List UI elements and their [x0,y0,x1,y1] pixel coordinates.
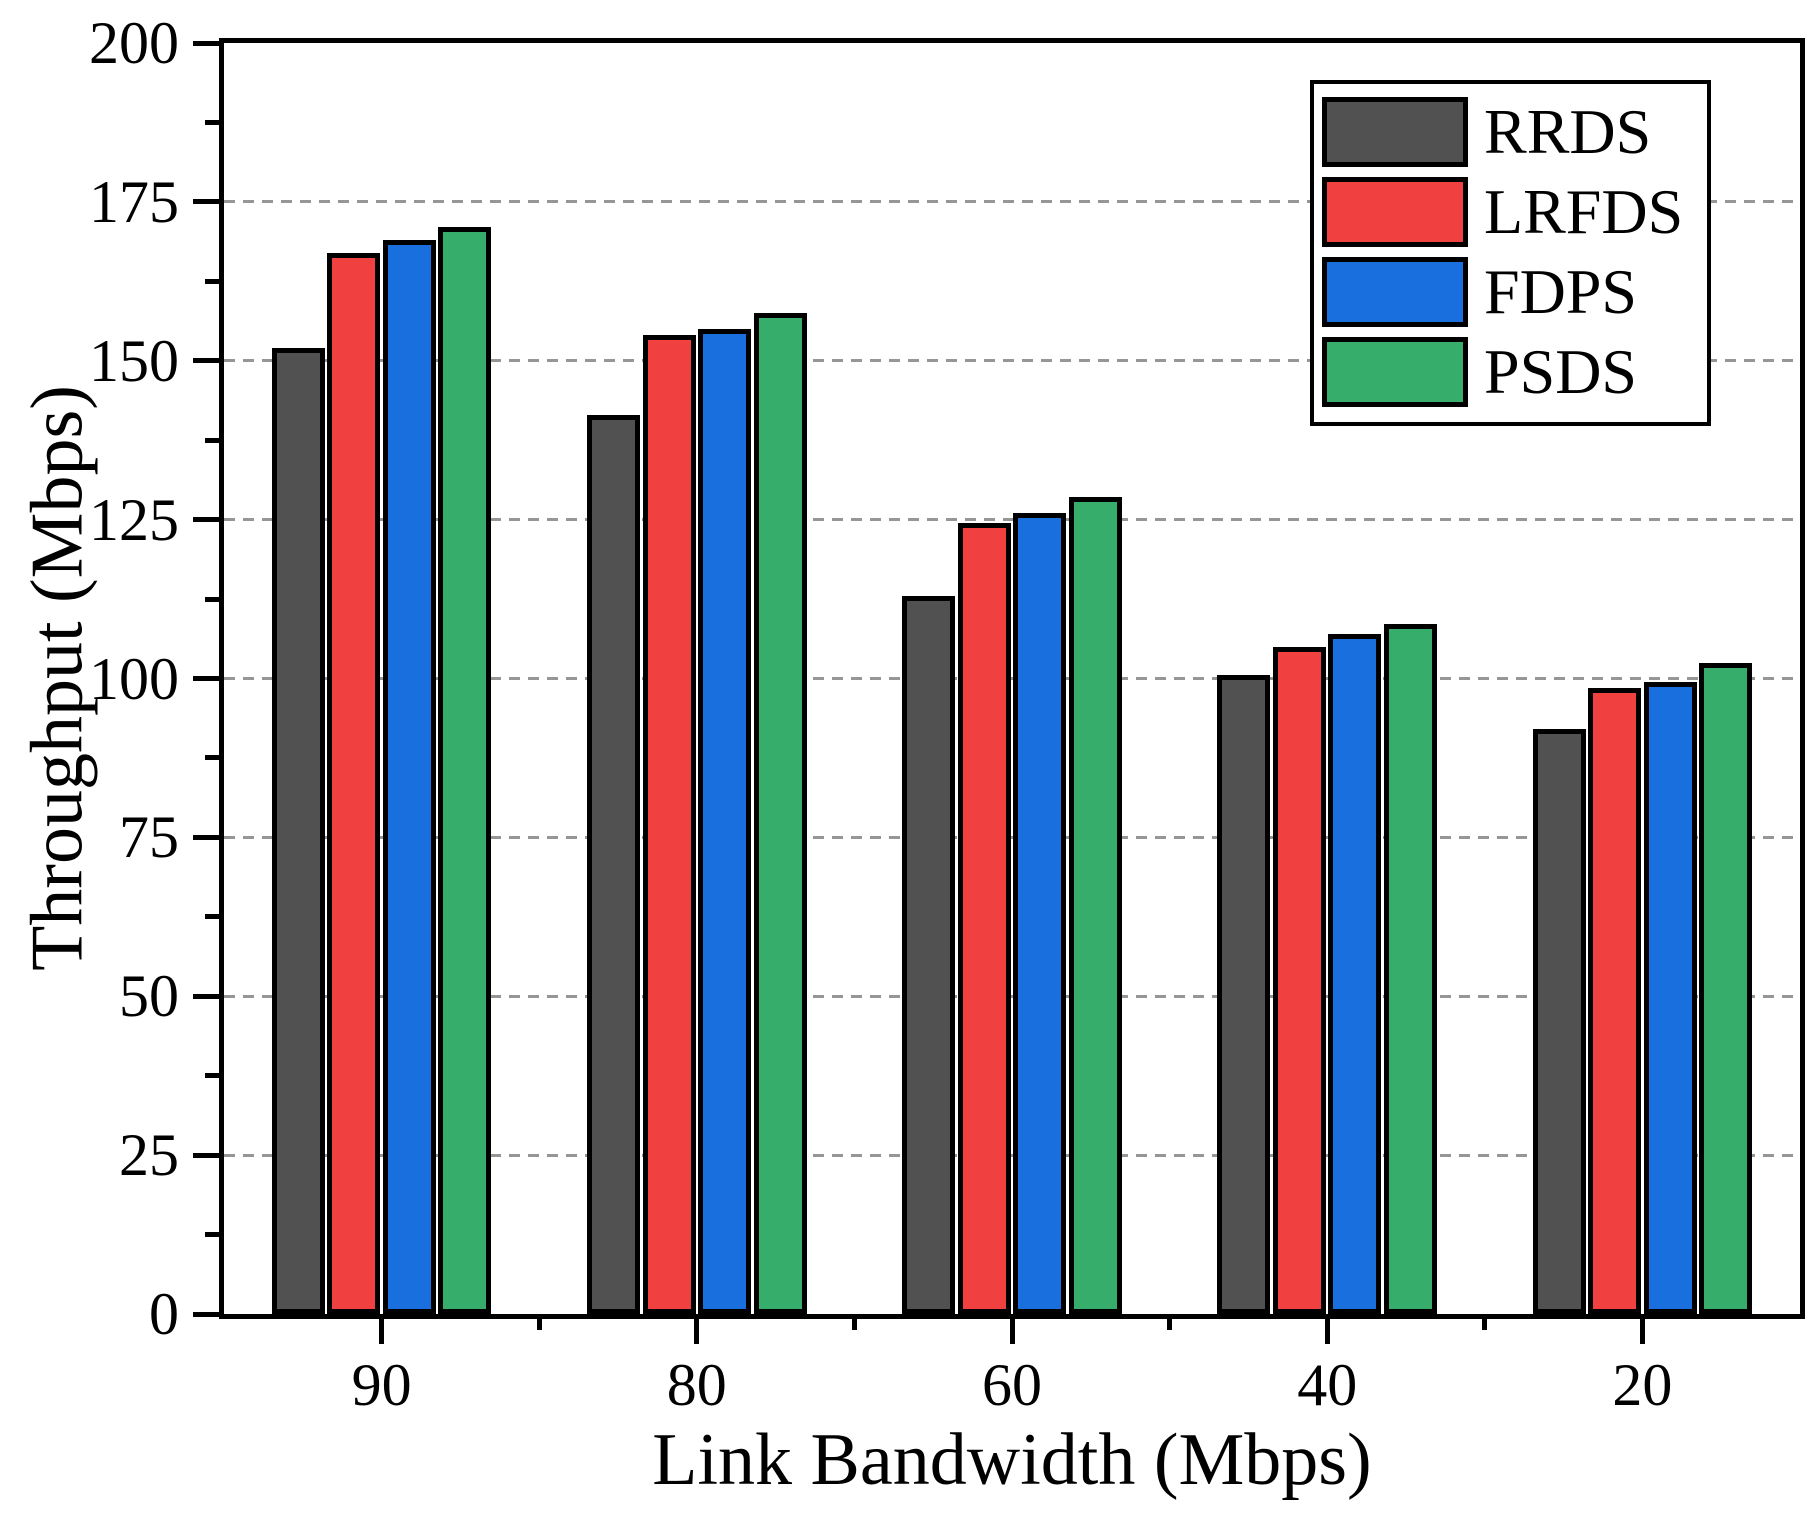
gridline-y-100 [224,677,1800,680]
y-major-tick-50 [193,993,219,999]
y-major-tick-175 [193,199,219,205]
legend-label-lrfds: LRFDS [1484,176,1684,247]
bar-psds-60 [1068,497,1122,1314]
plot-area: RRDS LRFDS FDPS PSDS [193,38,1805,1344]
y-tick-label-125: 125 [89,486,179,553]
legend-swatch-fdps [1322,257,1468,327]
y-tick-label-200: 200 [89,10,179,76]
legend-item-fdps: FDPS [1322,252,1683,332]
y-tick-label-175: 175 [89,168,179,235]
y-minor-tick-137.5 [205,437,219,443]
y-major-tick-150 [193,358,219,364]
x-minor-tick-4 [1482,1314,1488,1330]
y-minor-tick-162.5 [205,278,219,284]
gridline-y-75 [224,835,1800,839]
y-minor-tick-112.5 [205,596,219,602]
y-minor-tick-12.5 [205,1232,219,1238]
bar-rrds-20 [1532,729,1586,1314]
y-tick-label-100: 100 [89,645,179,712]
legend-swatch-lrfds [1322,177,1468,247]
x-major-tick-20 [1639,1314,1645,1344]
legend-item-lrfds: LRFDS [1322,172,1683,252]
bar-rrds-40 [1217,675,1271,1314]
gridline-y-50 [224,994,1800,998]
y-major-tick-100 [193,676,219,681]
x-major-tick-90 [379,1314,385,1344]
x-tick-label-90: 90 [351,1352,412,1418]
legend-label-psds: PSDS [1484,336,1637,407]
x-minor-tick-1 [536,1314,542,1330]
y-minor-tick-37.5 [205,1073,219,1079]
bar-psds-40 [1383,624,1437,1314]
bar-lrfds-40 [1272,646,1326,1314]
legend: RRDS LRFDS FDPS PSDS [1310,80,1712,426]
bar-fdps-60 [1013,513,1067,1314]
y-major-tick-75 [193,834,219,840]
x-tick-label-20: 20 [1612,1352,1673,1418]
x-tick-label-80: 80 [666,1352,727,1418]
legend-item-psds: PSDS [1322,332,1683,412]
x-major-tick-40 [1324,1314,1330,1344]
bar-psds-90 [438,227,492,1314]
y-tick-label-0: 0 [149,1281,179,1347]
y-minor-tick-62.5 [205,914,219,920]
x-major-tick-80 [694,1314,700,1344]
y-tick-label-50: 50 [119,963,179,1030]
legend-label-rrds: RRDS [1484,96,1652,167]
y-tick-label-75: 75 [119,804,179,871]
legend-swatch-rrds [1322,97,1468,167]
y-minor-tick-87.5 [205,755,219,761]
x-minor-tick-2 [851,1314,857,1330]
gridline-y-125 [224,518,1800,522]
y-major-tick-25 [193,1152,219,1158]
bar-fdps-80 [698,328,752,1314]
gridline-y-25 [224,1153,1800,1157]
legend-swatch-psds [1322,337,1468,407]
y-tick-label-150: 150 [89,327,179,394]
x-axis-title: Link Bandwidth (Mbps) [652,1419,1372,1501]
y-major-tick-125 [193,517,219,523]
bar-rrds-60 [902,595,956,1314]
bar-lrfds-60 [957,522,1011,1314]
y-minor-tick-187.5 [205,119,219,125]
gridline-y-150 [224,359,1800,363]
x-major-tick-60 [1009,1314,1015,1344]
y-major-tick-200 [193,40,219,46]
bar-rrds-90 [271,348,325,1314]
bar-lrfds-80 [642,335,696,1314]
legend-label-fdps: FDPS [1484,256,1637,327]
y-tick-label-25: 25 [119,1122,179,1189]
bar-fdps-90 [382,240,436,1314]
bar-psds-80 [753,313,807,1314]
x-minor-tick-3 [1167,1314,1173,1330]
bar-lrfds-20 [1588,688,1642,1314]
gridline-y-175 [224,200,1800,204]
y-major-tick-0 [193,1311,219,1317]
legend-item-rrds: RRDS [1322,92,1683,172]
bar-fdps-40 [1328,634,1382,1314]
x-tick-label-60: 60 [982,1352,1042,1418]
x-tick-label-40: 40 [1297,1352,1358,1418]
bar-psds-20 [1699,662,1753,1314]
bar-rrds-80 [587,414,641,1314]
bar-lrfds-90 [327,252,381,1314]
bar-fdps-20 [1643,681,1697,1314]
